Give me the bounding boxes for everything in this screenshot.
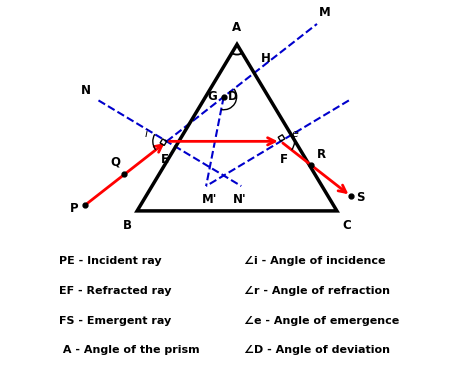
- Text: P: P: [70, 202, 78, 215]
- Text: A - Angle of the prism: A - Angle of the prism: [59, 345, 200, 355]
- Text: H: H: [261, 52, 270, 65]
- Text: B: B: [123, 219, 132, 232]
- Text: S: S: [356, 191, 365, 204]
- Text: EF - Refracted ray: EF - Refracted ray: [59, 286, 172, 296]
- Text: Q: Q: [111, 156, 121, 169]
- Text: D: D: [228, 90, 237, 102]
- Text: ∠i - Angle of incidence: ∠i - Angle of incidence: [245, 256, 386, 266]
- Text: E: E: [161, 153, 169, 166]
- Text: FS - Emergent ray: FS - Emergent ray: [59, 316, 172, 326]
- Text: i: i: [145, 129, 148, 139]
- Text: N: N: [81, 84, 91, 97]
- Text: N': N': [233, 194, 246, 206]
- Text: ∠e - Angle of emergence: ∠e - Angle of emergence: [245, 316, 400, 326]
- Text: F: F: [280, 153, 288, 166]
- Text: PE - Incident ray: PE - Incident ray: [59, 256, 162, 266]
- Text: M: M: [319, 7, 330, 20]
- Text: e: e: [292, 129, 298, 139]
- Text: ∠D - Angle of deviation: ∠D - Angle of deviation: [245, 345, 391, 355]
- Text: G: G: [207, 90, 217, 102]
- Text: C: C: [342, 219, 351, 232]
- Text: R: R: [317, 148, 326, 161]
- Text: ∠r - Angle of refraction: ∠r - Angle of refraction: [245, 286, 391, 296]
- Text: A: A: [232, 21, 242, 34]
- Text: M': M': [202, 193, 218, 206]
